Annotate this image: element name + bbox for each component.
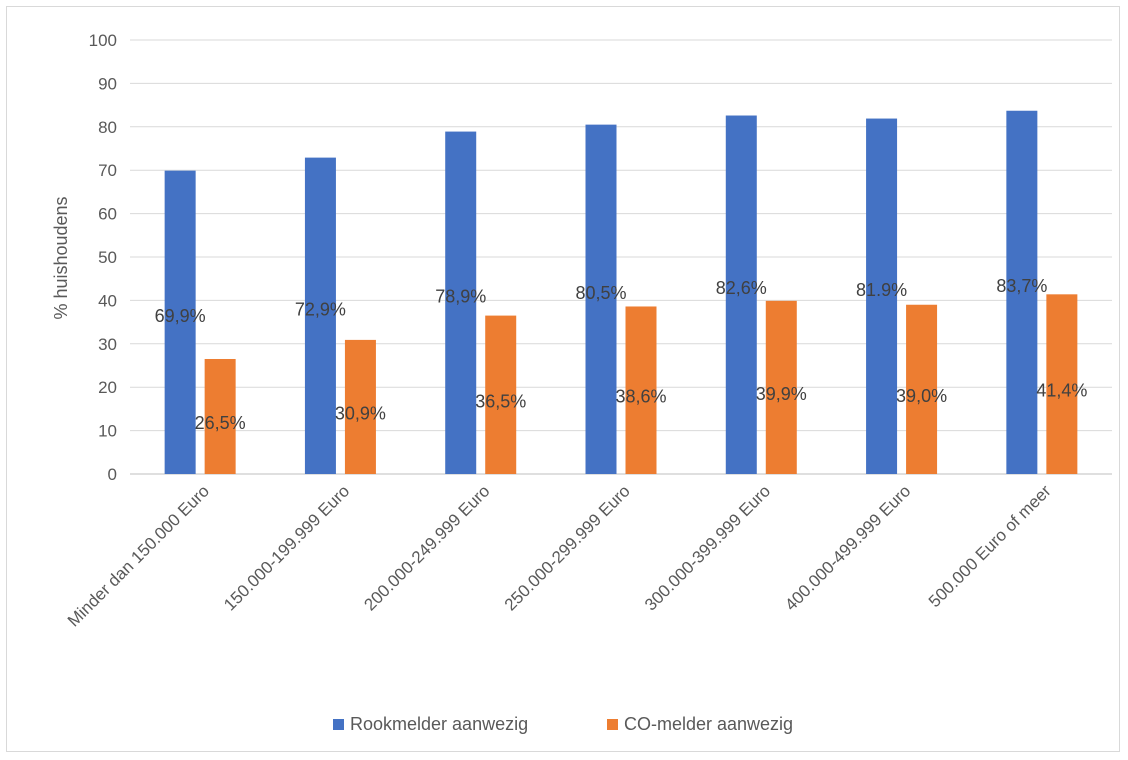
x-tick-label: 150.000-199.999 Euro [220, 481, 353, 614]
data-label-rookmelder: 78,9% [435, 286, 486, 306]
y-tick-label: 20 [98, 378, 117, 397]
x-tick-label: Minder dan 150.000 Euro [64, 481, 213, 630]
bar-rookmelder [304, 157, 336, 474]
data-label-rookmelder: 80,5% [575, 283, 626, 303]
y-axis-ticks: 0 10 20 30 40 50 60 70 80 90 100 [89, 31, 117, 484]
bar-co-melder [906, 304, 938, 474]
y-tick-label: 50 [98, 248, 117, 267]
bars [164, 110, 1078, 475]
bar-co-melder [625, 306, 657, 474]
y-tick-label: 80 [98, 118, 117, 137]
data-label-rookmelder: 83,7% [996, 276, 1047, 296]
bar-co-melder [765, 300, 797, 474]
x-axis-ticks: Minder dan 150.000 Euro 150.000-199.999 E… [64, 481, 1055, 630]
x-tick-label: 200.000-249.999 Euro [360, 481, 493, 614]
data-label-co-melder: 36,5% [475, 391, 526, 411]
x-tick-label: 500.000 Euro of meer [925, 481, 1055, 611]
bar-rookmelder [1006, 110, 1038, 474]
data-label-rookmelder: 82,6% [716, 278, 767, 298]
data-label-co-melder: 41,4% [1036, 381, 1087, 401]
data-label-co-melder: 38,6% [615, 387, 666, 407]
data-label-co-melder: 26,5% [195, 413, 246, 433]
bar-rookmelder [445, 131, 477, 474]
x-tick-label: 250.000-299.999 Euro [501, 481, 634, 614]
bar-co-melder [1046, 294, 1078, 474]
bar-co-melder [485, 315, 517, 474]
data-label-co-melder: 30,9% [335, 403, 386, 423]
legend-label-rookmelder: Rookmelder aanwezig [350, 714, 528, 734]
x-tick-label: 400.000-499.999 Euro [781, 481, 914, 614]
bar-rookmelder [585, 124, 617, 474]
gridlines [130, 39, 1112, 475]
data-label-co-melder: 39,0% [896, 386, 947, 406]
y-axis-label: % huishoudens [51, 196, 71, 319]
bar-co-melder [344, 339, 376, 474]
data-label-rookmelder: 69,9% [155, 306, 206, 326]
y-tick-label: 60 [98, 205, 117, 224]
y-tick-label: 70 [98, 161, 117, 180]
bar-rookmelder [725, 115, 757, 475]
data-labels: 69,9% 26,5% 72,9% 30,9% 78,9% 36,5% 80,5% 38,6%… [155, 276, 1088, 433]
y-tick-label: 90 [98, 74, 117, 93]
legend: Rookmelder aanwezig CO-melder aanwezig [333, 714, 793, 734]
y-tick-label: 40 [98, 291, 117, 310]
y-tick-label: 100 [89, 31, 117, 50]
y-tick-label: 30 [98, 335, 117, 354]
legend-swatch-co-melder [607, 719, 618, 730]
bar-rookmelder [164, 170, 196, 474]
legend-label-co-melder: CO-melder aanwezig [624, 714, 793, 734]
data-label-rookmelder: 72,9% [295, 299, 346, 319]
y-tick-label: 10 [98, 422, 117, 441]
y-tick-label: 0 [108, 465, 117, 484]
bar-co-melder [204, 358, 236, 474]
bar-rookmelder [866, 118, 898, 474]
data-label-rookmelder: 81.9% [856, 280, 907, 300]
x-tick-label: 300.000-399.999 Euro [641, 481, 774, 614]
legend-swatch-rookmelder [333, 719, 344, 730]
data-label-co-melder: 39,9% [756, 384, 807, 404]
